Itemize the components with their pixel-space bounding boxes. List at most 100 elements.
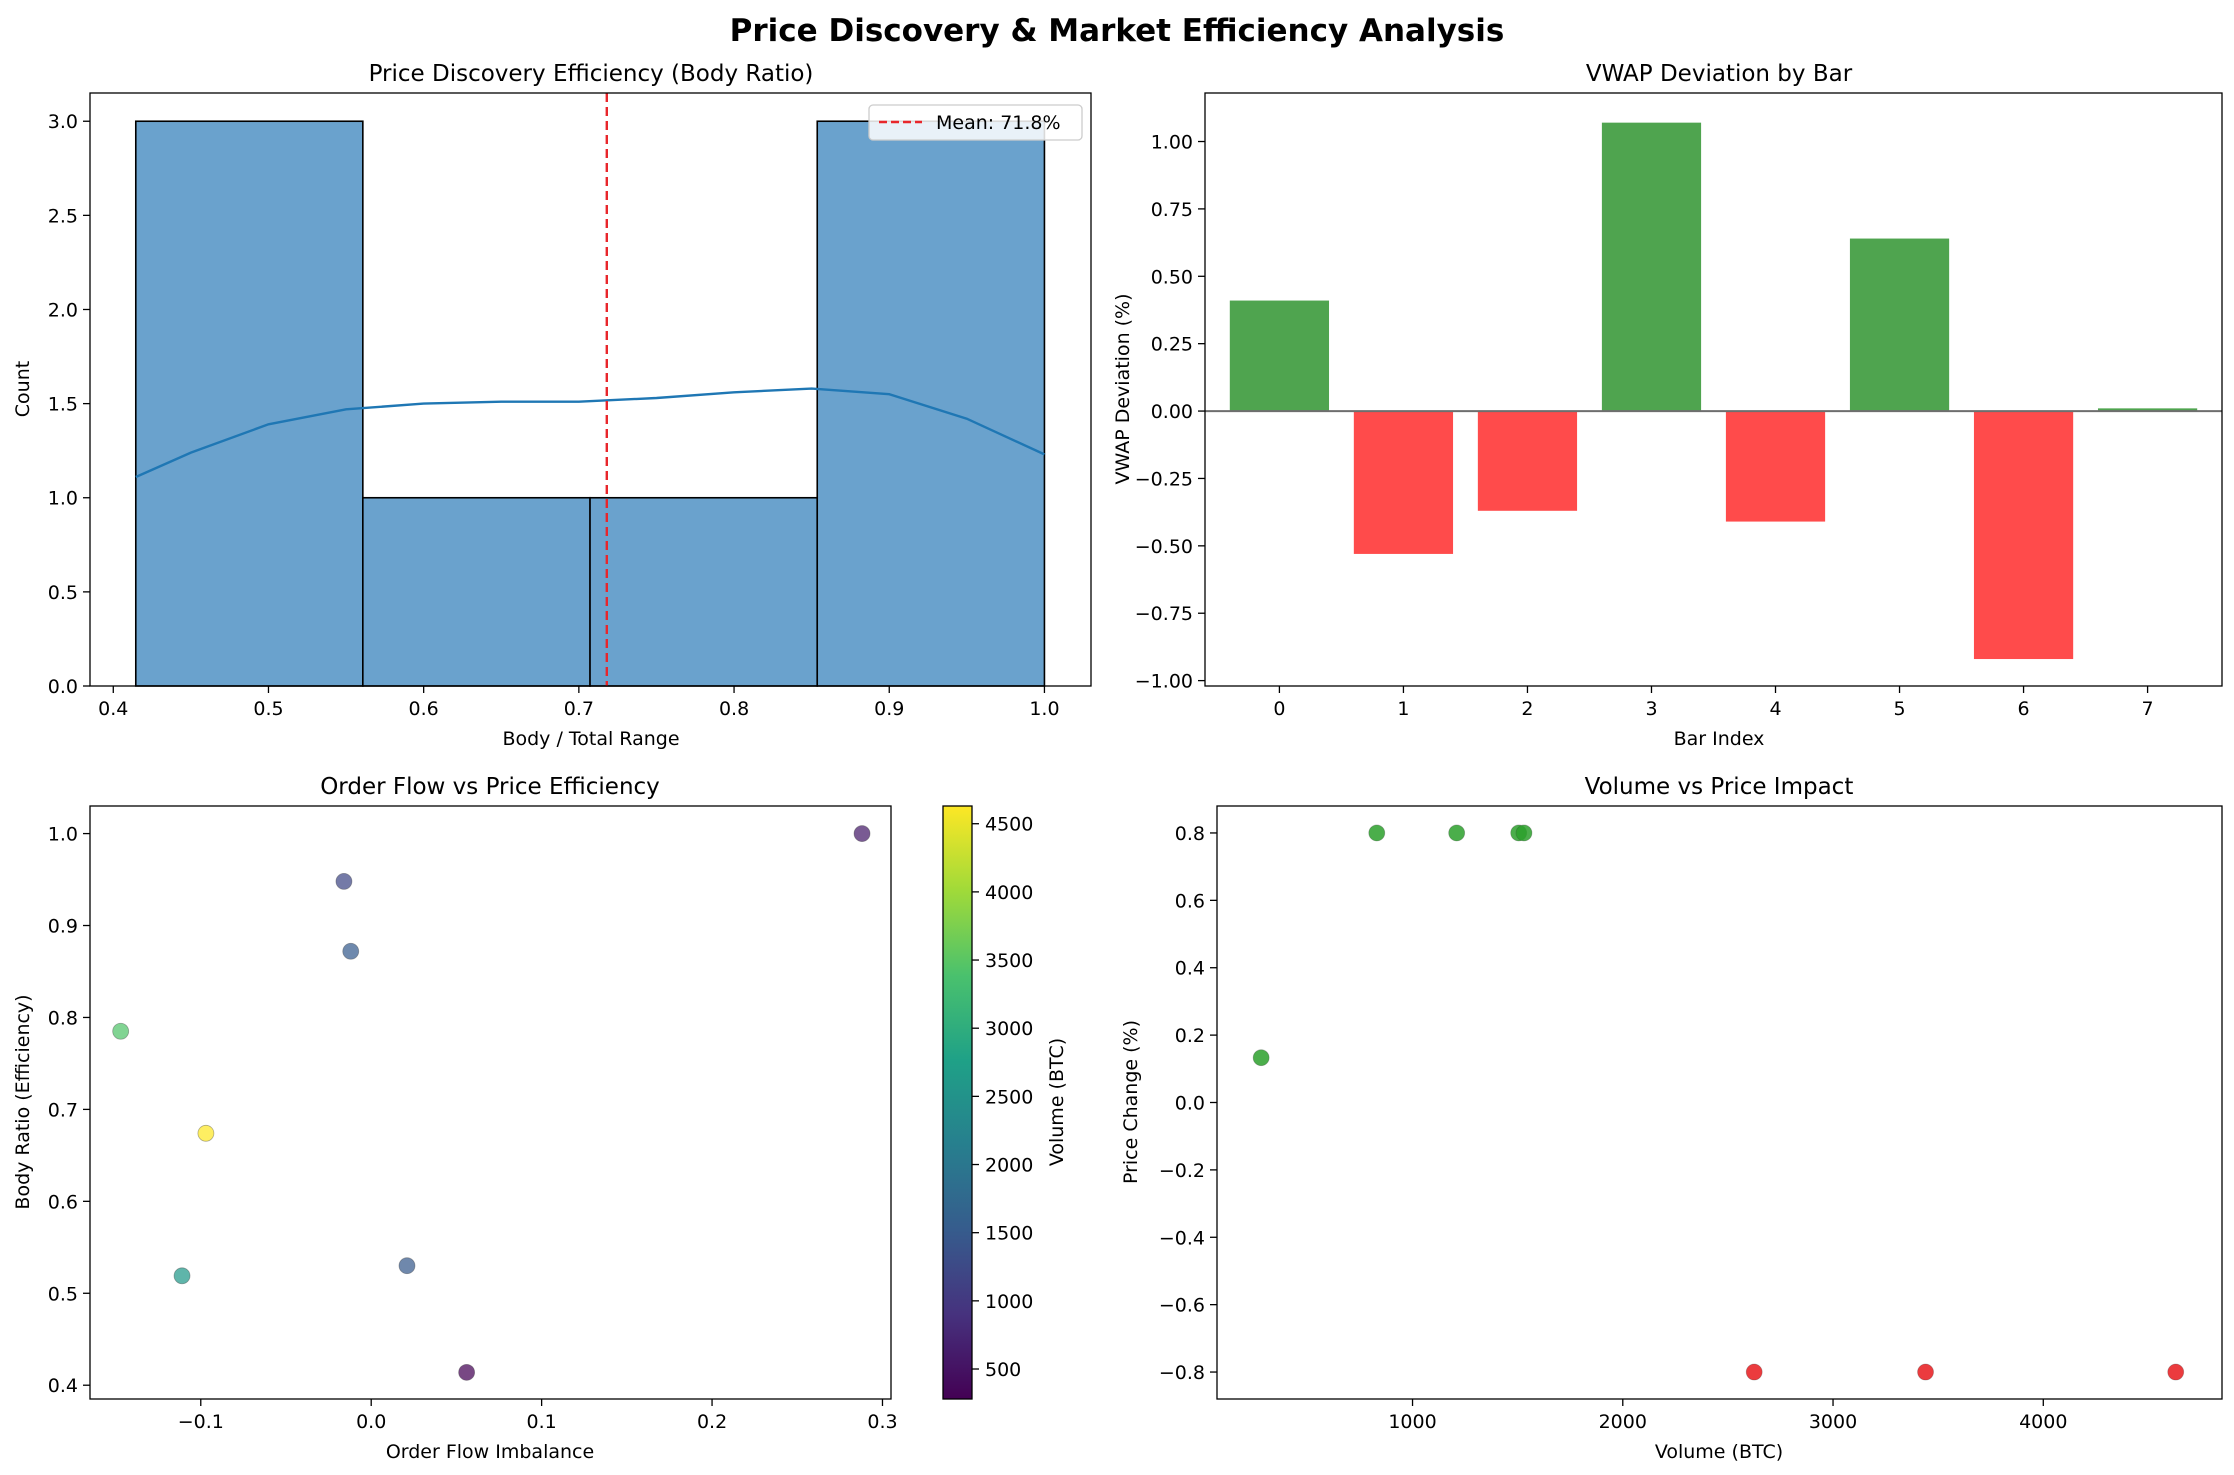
volume-y-tick-label: −0.2 (1159, 1160, 1205, 1182)
orderflow-point (398, 1257, 416, 1275)
volume-y-tick-label: −0.6 (1159, 1295, 1205, 1317)
hist-legend-box (868, 104, 1083, 141)
volume-x-tick-label: 4000 (2019, 1411, 2067, 1433)
volume-y-tick-label: 0.8 (1175, 823, 1205, 845)
hist-y-tick-label: 0.5 (48, 582, 78, 604)
vwap-y-tick-label: 0.75 (1151, 199, 1193, 221)
colorbar-ticks: 500 1000 1500 2000 2500 3000 3500 4000 4500 (972, 814, 1033, 1381)
volume-y-tick-label: 0.4 (1175, 958, 1205, 980)
colorbar-tick-label: 1500 (985, 1223, 1033, 1245)
hist-bar (362, 496, 591, 687)
orderflow-point (173, 1267, 191, 1285)
orderflow-point (458, 1363, 476, 1381)
hist-x-tick-label: 0.4 (98, 698, 128, 720)
vwap-bar (1353, 411, 1454, 554)
hist-y-tick-label: 2.5 (48, 205, 78, 227)
hist-y-tick-label: 2.0 (48, 299, 78, 321)
hist-y-tick-label: 0.0 (48, 676, 78, 698)
hist-legend-label: Mean: 71.8% (936, 112, 1061, 134)
volume-y-tick-label: 0.0 (1175, 1093, 1205, 1115)
vwap-x-tick-label: 5 (1893, 698, 1905, 720)
hist-x-tick-label: 0.5 (253, 698, 283, 720)
orderflow-y-tick-label: 0.8 (48, 1007, 78, 1029)
volume-y-ticks: −0.8 −0.6 −0.4 −0.2 0.0 0.2 0.4 0.6 0.8 (1159, 823, 1217, 1384)
hist-x-tick-label: 0.8 (719, 698, 749, 720)
vwap-x-axis-label: Bar Index (1674, 728, 1765, 750)
vwap-bar (2097, 408, 2198, 412)
orderflow-x-tick-label: 0.2 (697, 1411, 727, 1433)
vwap-y-tick-label: 1.00 (1151, 132, 1193, 154)
orderflow-x-axis-label: Order Flow Imbalance (386, 1441, 594, 1463)
hist-y-tick-label: 1.0 (48, 488, 78, 510)
hist-x-tick-label: 0.7 (564, 698, 594, 720)
vwap-y-tick-label: 0.50 (1151, 266, 1193, 288)
vwap-y-tick-label: 0.25 (1151, 334, 1193, 356)
volume-panel: Volume vs Price Impact 1000 2000 3000 4000 … (1120, 774, 2223, 1463)
volume-x-tick-label: 2000 (1599, 1411, 1647, 1433)
vwap-x-tick-label: 0 (1273, 698, 1285, 720)
colorbar-tick-label: 4000 (985, 882, 1033, 904)
volume-x-axis-label: Volume (BTC) (1655, 1441, 1783, 1463)
volume-point (1252, 1049, 1270, 1067)
orderflow-title: Order Flow vs Price Efficiency (320, 774, 660, 800)
vwap-bar (1229, 300, 1330, 412)
hist-x-ticks: 0.4 0.5 0.6 0.7 0.8 0.9 1.0 (98, 686, 1060, 720)
vwap-x-tick-label: 4 (1769, 698, 1781, 720)
volume-y-tick-label: −0.8 (1159, 1362, 1205, 1384)
vwap-bar (1477, 411, 1578, 511)
orderflow-y-tick-label: 0.9 (48, 916, 78, 938)
orderflow-point (335, 872, 353, 890)
hist-bar (816, 120, 1046, 687)
orderflow-x-ticks: −0.1 0.0 0.1 0.2 0.3 (178, 1399, 898, 1433)
orderflow-x-tick-label: 0.1 (527, 1411, 557, 1433)
orderflow-y-tick-label: 0.5 (48, 1283, 78, 1305)
volume-y-tick-label: 0.6 (1175, 890, 1205, 912)
hist-y-tick-label: 1.5 (48, 394, 78, 416)
volume-title: Volume vs Price Impact (1585, 774, 1854, 800)
hist-bar (134, 120, 364, 687)
volume-y-tick-label: −0.4 (1159, 1227, 1205, 1249)
vwap-y-ticks: −1.00 −0.75 −0.50 −0.25 0.00 0.25 0.50 0.75 1.00 (1135, 132, 1205, 693)
vwap-plot (1205, 122, 2222, 660)
hist-x-tick-label: 1.0 (1029, 698, 1059, 720)
orderflow-point (853, 825, 871, 842)
vwap-x-tick-label: 7 (2142, 698, 2154, 720)
vwap-title: VWAP Deviation by Bar (1586, 61, 1853, 87)
orderflow-x-tick-label: −0.1 (178, 1411, 224, 1433)
orderflow-y-tick-label: 0.4 (48, 1375, 78, 1397)
vwap-y-tick-label: −0.25 (1135, 468, 1193, 490)
volume-y-tick-label: 0.2 (1175, 1025, 1205, 1047)
orderflow-x-tick-label: 0.3 (867, 1411, 897, 1433)
volume-point (1917, 1363, 1934, 1381)
vwap-y-tick-label: −1.00 (1135, 671, 1193, 693)
vwap-y-tick-label: −0.50 (1135, 536, 1193, 558)
vwap-x-ticks: 0 1 2 3 4 5 6 7 (1273, 686, 2154, 720)
volume-frame (1216, 805, 2223, 1400)
volume-point (1745, 1363, 1763, 1381)
colorbar-tick-label: 1000 (985, 1291, 1033, 1313)
hist-y-ticks: 0.0 0.5 1.0 1.5 2.0 2.5 3.0 (48, 111, 90, 698)
orderflow-y-tick-label: 1.0 (48, 824, 78, 846)
orderflow-x-tick-label: 0.0 (356, 1411, 386, 1433)
volume-point (1448, 824, 1466, 842)
hist-title: Price Discovery Efficiency (Body Ratio) (369, 61, 814, 87)
orderflow-point (112, 1022, 130, 1040)
vwap-bar (1601, 122, 1702, 412)
colorbar-gradient (942, 805, 973, 1400)
volume-point (1515, 824, 1533, 842)
hist-y-axis-label: Count (12, 361, 34, 417)
vwap-x-tick-label: 3 (1645, 698, 1657, 720)
orderflow-plot (112, 825, 871, 1381)
vwap-y-tick-label: 0.00 (1151, 401, 1193, 423)
volume-x-ticks: 1000 2000 3000 4000 (1388, 1399, 2067, 1433)
colorbar: 500 1000 1500 2000 2500 3000 3500 4000 4500 Volu… (942, 805, 1068, 1400)
volume-y-axis-label: Price Change (%) (1120, 1020, 1142, 1184)
vwap-y-tick-label: −0.75 (1135, 603, 1193, 625)
colorbar-tick-label: 2500 (985, 1086, 1033, 1108)
orderflow-frame (89, 805, 892, 1400)
hist-x-tick-label: 0.9 (874, 698, 904, 720)
hist-bar (589, 496, 819, 687)
volume-x-tick-label: 1000 (1388, 1411, 1436, 1433)
colorbar-tick-label: 3500 (985, 950, 1033, 972)
